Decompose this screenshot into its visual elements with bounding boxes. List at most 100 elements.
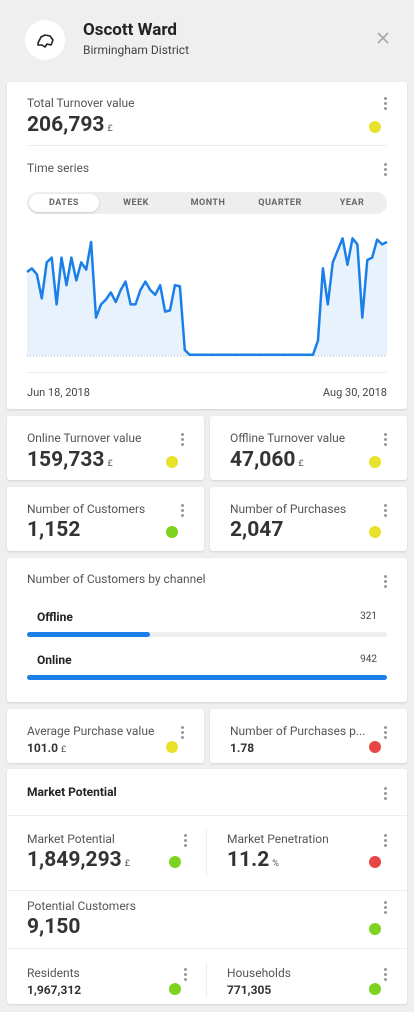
tab[interactable]: WEEK [123, 198, 149, 208]
label: Residents [27, 966, 80, 980]
menu-dot [384, 443, 387, 446]
menu-dot [181, 504, 184, 507]
status-dot [369, 741, 381, 753]
more-menu[interactable] [384, 901, 387, 916]
more-menu[interactable] [384, 787, 387, 802]
label: Time series [27, 161, 90, 175]
value-text: 159,733 [27, 448, 105, 472]
menu-dot [184, 978, 187, 981]
more-menu[interactable] [384, 834, 387, 849]
menu-dot [384, 107, 387, 110]
close-button[interactable] [375, 30, 391, 49]
more-menu[interactable] [384, 97, 387, 112]
menu-dot [384, 580, 387, 583]
value-text: 771,305 [227, 983, 272, 997]
menu-dot [181, 514, 184, 517]
tab-bar [27, 192, 387, 214]
status-dot [166, 741, 178, 753]
unit: £ [107, 124, 113, 134]
value: 1.78 [230, 742, 254, 754]
channel-name: Offline [37, 610, 73, 624]
menu-dot [181, 726, 184, 729]
more-menu[interactable] [184, 834, 187, 849]
more-menu[interactable] [181, 504, 184, 519]
label: Number of Purchases p... [230, 724, 366, 738]
value-text: 9,150 [27, 915, 81, 939]
menu-dot [184, 839, 187, 842]
card [7, 769, 407, 1004]
tab[interactable]: QUARTER [258, 198, 302, 208]
divider [7, 948, 407, 949]
card [210, 709, 407, 763]
menu-dot [384, 911, 387, 914]
status-dot [169, 856, 181, 868]
value-text: 11.2 [227, 848, 270, 872]
divider [7, 815, 407, 816]
menu-dot [181, 433, 184, 436]
status-dot [166, 456, 178, 468]
menu-dot [384, 575, 387, 578]
more-menu[interactable] [384, 163, 387, 178]
status-dot [369, 983, 381, 995]
menu-dot [384, 509, 387, 512]
status-dot [369, 456, 381, 468]
more-menu[interactable] [384, 575, 387, 590]
label: Online Turnover value [27, 431, 142, 445]
more-menu[interactable] [384, 726, 387, 741]
menu-dot [181, 443, 184, 446]
menu-dot [384, 731, 387, 734]
menu-dot [184, 834, 187, 837]
card [7, 487, 204, 551]
value: 1,967,312 [27, 984, 81, 996]
menu-dot [181, 438, 184, 441]
menu-dot [384, 787, 387, 790]
menu-dot [384, 844, 387, 847]
more-menu[interactable] [181, 726, 184, 741]
more-menu[interactable] [184, 968, 187, 983]
status-dot [369, 856, 381, 868]
x-start-label: Jun 18, 2018 [27, 386, 90, 399]
more-menu[interactable] [384, 968, 387, 983]
divider [27, 145, 387, 146]
tab[interactable]: MONTH [190, 198, 226, 208]
line [26, 237, 388, 357]
card [7, 416, 204, 480]
more-menu[interactable] [384, 433, 387, 448]
more-menu[interactable] [181, 433, 184, 448]
label: Market Penetration [227, 832, 329, 846]
menu-dot [181, 509, 184, 512]
card [210, 416, 407, 480]
value: 771,305 [227, 984, 271, 996]
more-menu[interactable] [384, 504, 387, 519]
value-text: 1,849,293 [27, 848, 122, 872]
menu-dot [184, 968, 187, 971]
tab[interactable]: YEAR [339, 198, 365, 208]
status-dot [166, 526, 178, 538]
value: 1,152 [27, 520, 80, 541]
unit: £ [61, 745, 67, 755]
menu-dot [384, 834, 387, 837]
menu-dot [384, 163, 387, 166]
unit: % [272, 859, 279, 869]
value-text: 47,060 [230, 448, 296, 472]
tab[interactable]: DATES [29, 194, 99, 212]
value-text: 1.78 [230, 741, 255, 755]
value: 1,849,293 £ [27, 850, 130, 871]
menu-dot [384, 504, 387, 507]
menu-dot [384, 736, 387, 739]
label: Potential Customers [27, 899, 136, 913]
menu-dot [384, 438, 387, 441]
divider [206, 830, 207, 876]
bar [27, 675, 387, 680]
divider [206, 962, 207, 998]
menu-dot [384, 726, 387, 729]
area [27, 238, 387, 356]
status-dot [369, 923, 381, 935]
bar [27, 632, 150, 637]
unit: £ [298, 459, 304, 469]
ward-icon [25, 20, 65, 60]
value-text: 2,047 [230, 518, 284, 542]
label: Number of Customers [27, 502, 146, 516]
menu-dot [384, 97, 387, 100]
subtitle: Birmingham District [83, 43, 190, 57]
